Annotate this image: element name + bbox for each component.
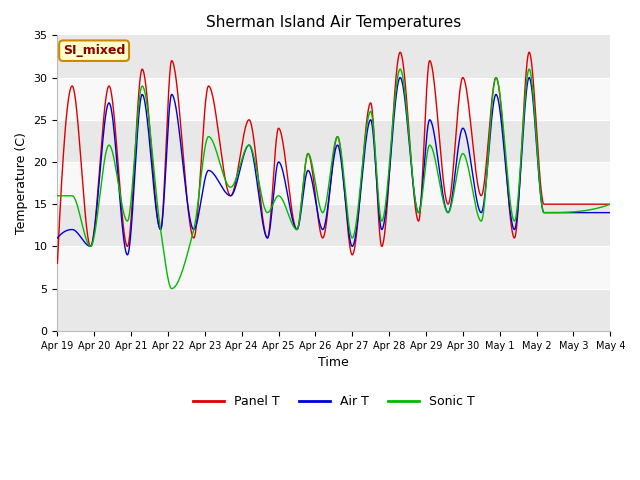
Sonic T: [525, 66, 533, 72]
Air T: [150, 181, 157, 187]
Sonic T: [54, 193, 61, 199]
Panel T: [116, 192, 124, 198]
Y-axis label: Temperature (C): Temperature (C): [15, 132, 28, 234]
Title: Sherman Island Air Temperatures: Sherman Island Air Temperatures: [206, 15, 461, 30]
X-axis label: Time: Time: [319, 356, 349, 369]
Sonic T: [116, 194, 124, 200]
Bar: [58, 78, 611, 120]
Panel T: [536, 175, 544, 181]
Air T: [116, 203, 124, 209]
Sonic T: [536, 187, 544, 193]
Air T: [536, 188, 544, 194]
Panel T: [525, 49, 533, 55]
Line: Air T: Air T: [58, 78, 611, 255]
Bar: [58, 204, 611, 246]
Sonic T: [596, 204, 604, 210]
Air T: [54, 235, 61, 241]
Sonic T: [290, 224, 298, 229]
Air T: [607, 210, 614, 216]
Legend: Panel T, Air T, Sonic T: Panel T, Air T, Sonic T: [188, 390, 479, 413]
Bar: [58, 162, 611, 204]
Bar: [58, 288, 611, 331]
Line: Panel T: Panel T: [58, 52, 611, 264]
Bar: [58, 36, 611, 78]
Air T: [124, 252, 131, 258]
Sonic T: [149, 160, 157, 166]
Panel T: [607, 201, 614, 207]
Text: SI_mixed: SI_mixed: [63, 44, 125, 57]
Bar: [58, 120, 611, 162]
Panel T: [289, 216, 297, 222]
Sonic T: [266, 208, 273, 214]
Line: Sonic T: Sonic T: [58, 69, 611, 288]
Panel T: [149, 170, 157, 176]
Air T: [596, 210, 604, 216]
Bar: [58, 246, 611, 288]
Panel T: [266, 227, 273, 232]
Sonic T: [607, 201, 614, 207]
Air T: [290, 220, 298, 226]
Panel T: [54, 261, 61, 266]
Air T: [266, 228, 273, 234]
Panel T: [596, 201, 604, 207]
Air T: [525, 75, 533, 81]
Sonic T: [168, 286, 175, 291]
